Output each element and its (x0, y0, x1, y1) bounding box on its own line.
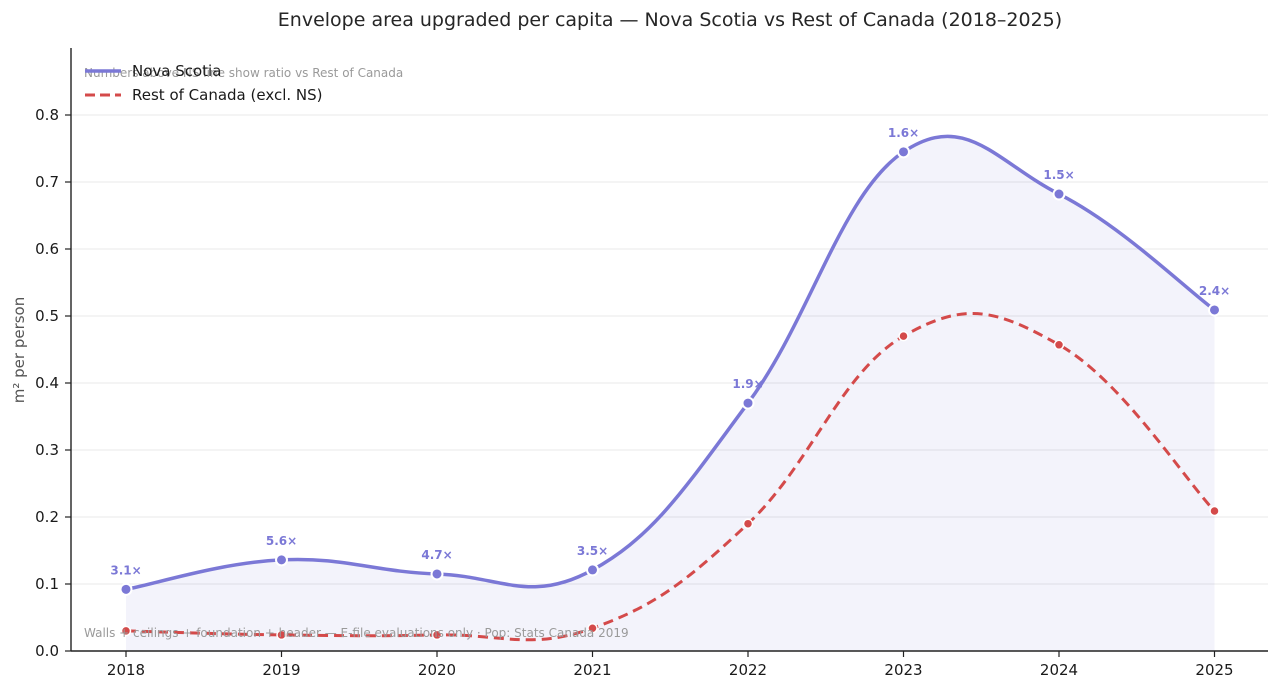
x-tick-label: 2023 (884, 661, 922, 679)
y-tick-label: 0.7 (35, 173, 59, 191)
ratio-label: 3.1× (110, 563, 141, 577)
y-tick-label: 0.8 (35, 106, 59, 124)
chart-title: Envelope area upgraded per capita — Nova… (278, 9, 1062, 31)
ns-area-fill (126, 136, 1215, 651)
x-tick-label: 2018 (107, 661, 145, 679)
data-points (119, 145, 1221, 641)
y-tick-label: 0.3 (35, 441, 59, 459)
ns-area (126, 136, 1215, 651)
point-rest-of-canada (898, 330, 909, 342)
point-rest-of-canada (1209, 505, 1220, 517)
point-nova-scotia (275, 553, 288, 567)
series-line-nova-scotia (125, 134, 1216, 592)
x-tick-label: 2025 (1195, 661, 1233, 679)
point-nova-scotia (1208, 303, 1221, 317)
series-lines (125, 134, 1216, 642)
x-tick-label: 2020 (418, 661, 456, 679)
point-nova-scotia (1052, 187, 1066, 201)
point-rest-of-canada (431, 629, 443, 641)
top-note: Numbers above NS line show ratio vs Rest… (84, 66, 403, 80)
point-nova-scotia (430, 567, 444, 581)
point-nova-scotia (119, 582, 133, 596)
ratio-label: 1.5× (1043, 168, 1074, 182)
point-nova-scotia (897, 145, 910, 159)
y-tick-label: 0.1 (35, 575, 59, 593)
x-tick-label: 2021 (573, 661, 611, 679)
point-nova-scotia (586, 563, 599, 577)
gridlines (71, 114, 1268, 585)
x-tick-label: 2024 (1040, 661, 1078, 679)
bottom-note: Walls + ceilings + foundation + header —… (84, 626, 629, 640)
point-rest-of-canada (587, 622, 598, 634)
ratio-label: 1.9× (732, 377, 763, 391)
y-tick-label: 0.6 (35, 240, 59, 258)
y-tick-label: 0.5 (35, 307, 59, 325)
legend-label-nova-scotia: Nova Scotia (132, 62, 221, 80)
point-rest-of-canada (742, 518, 754, 529)
ratio-labels: 3.1× 5.6× 4.7× 3.5× 1.9× 1.6× 1.5× 2.4× (110, 126, 1230, 578)
point-rest-of-canada (120, 625, 132, 637)
ratio-label: 1.6× (888, 126, 919, 140)
y-axis-label: m² per person (10, 297, 28, 404)
axes: 0.0 0.1 0.2 0.3 0.4 0.5 0.6 0.7 0.8 2018 2019 2020 2… (35, 48, 1268, 679)
legend-label-rest-of-canada: Rest of Canada (excl. NS) (132, 86, 323, 104)
y-tick-label: 0.2 (35, 508, 59, 526)
point-rest-of-canada (1053, 339, 1065, 351)
x-tick-label: 2022 (729, 661, 767, 679)
y-tick-label: 0.0 (35, 642, 59, 660)
ratio-label: 3.5× (577, 544, 608, 558)
ratio-label: 2.4× (1199, 284, 1230, 298)
ratio-label: 5.6× (266, 534, 297, 548)
x-tick-label: 2019 (262, 661, 300, 679)
y-tick-label: 0.4 (35, 374, 59, 392)
series-line-rest-of-canada (125, 311, 1216, 642)
point-rest-of-canada (276, 629, 287, 641)
ratio-label: 4.7× (421, 548, 452, 562)
point-nova-scotia (741, 396, 755, 410)
legend: Nova Scotia Rest of Canada (excl. NS) (85, 62, 323, 104)
